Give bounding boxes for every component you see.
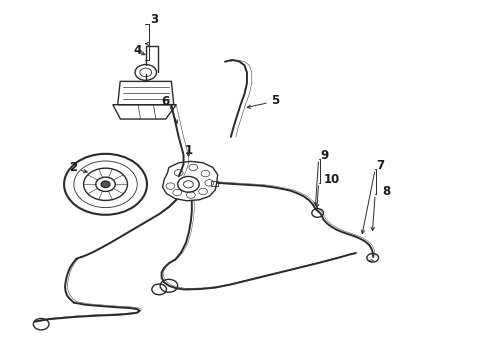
- Text: 3: 3: [150, 13, 158, 26]
- Text: 4: 4: [133, 44, 141, 57]
- Text: 7: 7: [375, 159, 384, 172]
- Text: 8: 8: [381, 185, 389, 198]
- Text: 5: 5: [270, 94, 278, 107]
- Text: 6: 6: [161, 95, 169, 108]
- Circle shape: [101, 181, 110, 188]
- Text: 10: 10: [324, 173, 340, 186]
- Text: 1: 1: [184, 144, 192, 157]
- Text: 2: 2: [69, 161, 77, 174]
- Text: 9: 9: [320, 149, 328, 162]
